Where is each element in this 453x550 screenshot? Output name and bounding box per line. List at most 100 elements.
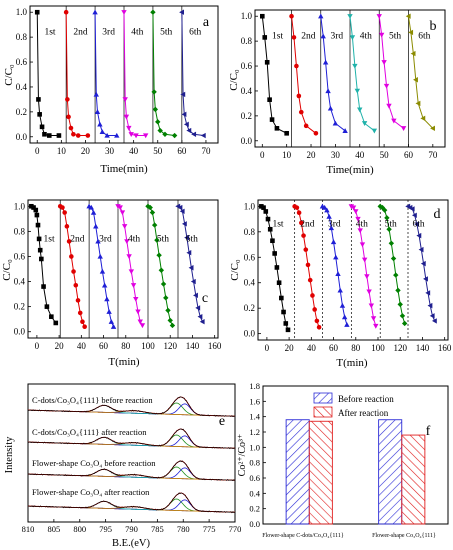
cycle-label: 4th [131,28,143,38]
x-axis-label: Time(min) [326,164,374,176]
x-tick-label: 120 [393,343,407,353]
data-point [335,271,341,276]
data-point [31,205,36,210]
x-tick-label: 40 [355,150,365,160]
x-tick-label: 30 [105,146,115,156]
data-point [296,210,302,216]
data-point [93,91,99,97]
x-tick-label: 10 [57,146,67,156]
data-point [310,293,315,298]
panel-a: 0 10 20 30 40 50 60 70 0.0 0.2 0.4 0.6 0.8 1.0 1st 2n… [3,5,219,175]
data-point [95,238,101,244]
data-point [414,221,420,227]
x-tick-label: 80 [121,341,131,351]
data-point [181,221,187,227]
cycle-labels: 1st 2nd 3rd 4th 5th 6th [44,28,201,38]
spectrum-label: C-dots/Co₃O₄{111} before reaction [32,395,153,405]
data-point [270,238,275,244]
data-point [391,118,397,124]
data-point [291,35,297,40]
data-point [294,63,299,69]
x-ticks: 0 20 40 60 80 100 120 140 160 [35,335,222,351]
data-point [85,133,91,138]
data-point [126,125,132,131]
data-point [34,9,40,15]
data-point [294,205,300,210]
y-tick-label: 0.6 [244,252,256,262]
data-point [41,284,46,289]
data-point [177,204,183,211]
data-point [405,13,411,19]
x-tick-label: 40 [129,146,139,156]
x-tick-label: 0 [260,150,265,160]
panel-letter: c [202,291,208,306]
data-point [37,112,42,117]
data-point [423,276,428,282]
data-point [163,295,169,301]
data-point [104,296,110,302]
spectrum-label: Flower-shape Co₃O₄ before reaction [32,458,156,468]
data-point [39,256,44,262]
data-point [303,247,309,252]
data-point [357,107,363,113]
y-tick-label: 0.4 [244,278,256,288]
y-tick-label: 0.0 [14,327,26,337]
data-point [370,316,377,322]
data-point [430,125,435,132]
bar-after [308,420,333,525]
data-point [357,228,363,234]
y-tick-label: 0.4 [14,277,26,287]
data-point [386,103,392,109]
panel-e: 810 805 800 795 790 785 780 775 770 C-dots/Co₃O₄… [4,383,241,549]
data-point [325,88,331,94]
cycle-label: 4th [128,234,140,244]
x-axis-label: T(min) [336,357,367,369]
x-tick-label: 0 [35,146,40,156]
y-tick-label: 0.0 [241,136,253,146]
cycle-label: 3rd [331,32,344,42]
data-point [145,203,151,209]
data-point [99,129,106,134]
data-point [279,295,284,301]
spectrum-label: Flower-shape Co₃O₄ after reaction [32,487,150,497]
x-tick-label: 160 [438,343,452,353]
x-tick-label: 60 [177,146,187,156]
data-point [341,314,348,320]
data-point [171,132,178,139]
data-point [133,133,139,139]
data-point [420,115,426,122]
data-point [330,239,337,245]
panel-letter: b [430,19,437,34]
y-tick-label: 0.4 [16,82,28,92]
cycle-label: 2nd [301,32,316,42]
data-point [399,313,406,319]
data-point [316,324,322,330]
data-point [366,289,372,295]
y-tick-label: 0.2 [241,111,252,121]
data-point [165,307,171,314]
data-point [152,106,159,113]
data-point [117,205,123,211]
data-point [154,237,160,243]
data-point [147,204,153,211]
x-tick-label: 10 [282,150,292,160]
x-tick-label: 800 [73,524,86,534]
data-point [342,128,348,133]
series-line-6th [177,205,203,322]
data-point [188,265,194,271]
data-point [425,290,431,296]
x-tick-label: 20 [285,343,295,353]
data-point [158,267,165,273]
data-point [99,268,106,274]
data-point [179,208,185,214]
xps-raw-spectrum [27,428,236,450]
data-point [353,209,359,215]
data-point [106,308,112,314]
data-point [68,125,74,131]
x-tick-label: 100 [141,341,155,351]
data-point [361,257,368,263]
cycle-label: 1st [44,28,55,38]
series-group [260,13,435,136]
data-point [263,209,269,214]
